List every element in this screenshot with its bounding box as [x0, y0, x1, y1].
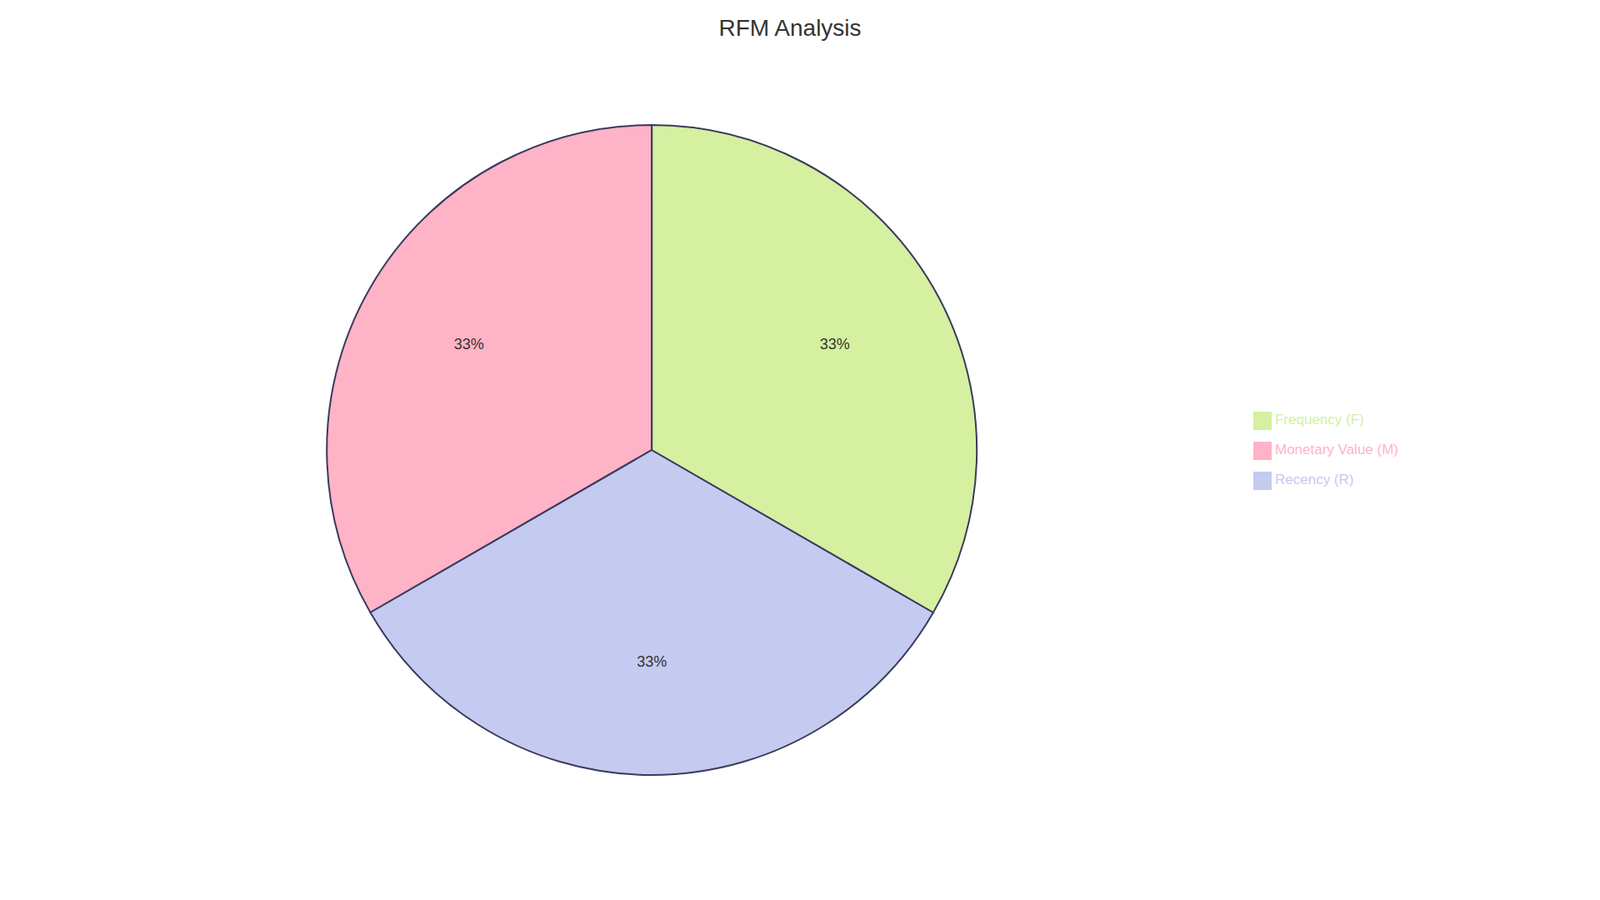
svg-text:33%: 33%	[820, 335, 850, 353]
html-text:Frequency (F): Frequency (F)	[1275, 411, 1364, 428]
svg-text:33%: 33%	[454, 335, 485, 353]
html-text:RFM Analysis: RFM Analysis	[718, 15, 862, 41]
html-text:Recency (R): Recency (R)	[1275, 471, 1354, 488]
svg-text:33%: 33%	[636, 653, 667, 670]
html-text:Monetary Value (M): Monetary Value (M)	[1275, 441, 1399, 458]
